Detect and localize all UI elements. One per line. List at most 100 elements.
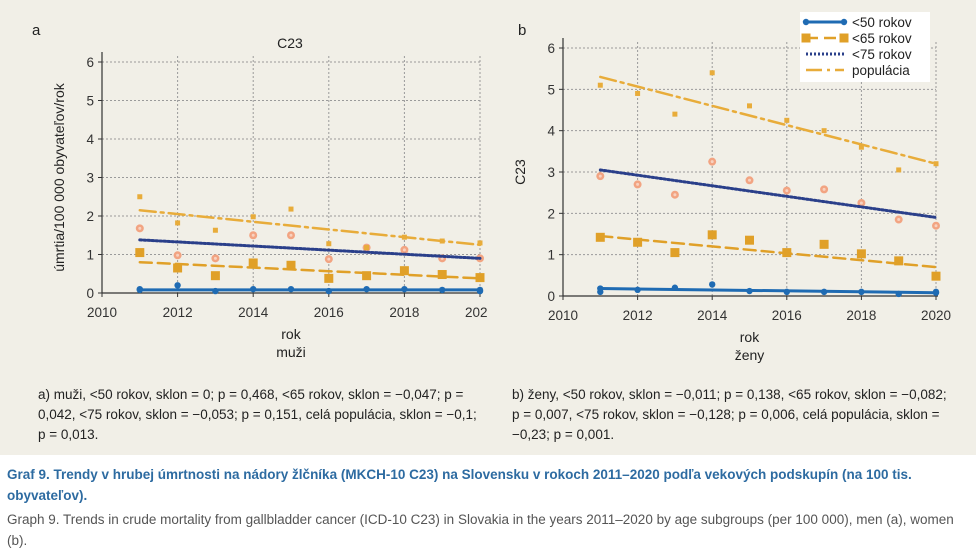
data-point-lt75-center xyxy=(598,174,602,178)
data-point-lt75-center xyxy=(710,160,714,164)
grid xyxy=(102,56,481,293)
y-tick-label: 4 xyxy=(547,124,555,139)
series-lt65 xyxy=(135,248,485,283)
trend-line-pop xyxy=(599,75,938,165)
y-tick-label: 0 xyxy=(86,286,94,301)
data-point-lt75-center xyxy=(934,224,938,228)
data-point-lt75-center xyxy=(213,256,217,260)
data-point-pop xyxy=(784,117,790,123)
data-point-lt65 xyxy=(475,273,485,283)
data-point-pop xyxy=(477,240,483,246)
trend-line-lt75 xyxy=(598,168,938,219)
data-point-lt65 xyxy=(324,273,334,283)
x-tick-label: 2016 xyxy=(772,308,802,323)
data-point-lt65 xyxy=(173,263,183,273)
data-point-lt75-center xyxy=(859,201,863,205)
data-point-lt65 xyxy=(362,271,372,281)
series-lt50 xyxy=(597,281,940,298)
data-point-pop xyxy=(212,227,218,233)
y-tick-label: 0 xyxy=(547,289,555,304)
trend-line-lt65 xyxy=(138,260,482,280)
data-point-lt65 xyxy=(248,258,258,268)
x-tick-label: 2018 xyxy=(846,308,876,323)
legend-marker-lt50 xyxy=(802,18,810,26)
data-point-lt65 xyxy=(931,271,941,281)
x-tick-label: 2010 xyxy=(87,305,117,320)
legend-label-lt75: <75 rokov xyxy=(852,47,912,62)
data-point-lt75-center xyxy=(289,233,293,237)
data-point-lt75-center xyxy=(822,187,826,191)
data-point-pop xyxy=(858,144,864,150)
data-point-pop xyxy=(672,111,678,117)
y-tick-label: 3 xyxy=(86,171,94,186)
x-tick-label: 2016 xyxy=(314,305,344,320)
data-point-lt75-center xyxy=(897,218,901,222)
trend-end-lt50 xyxy=(476,286,484,294)
trend-line-lt50 xyxy=(598,287,938,295)
x-tick-label: 2014 xyxy=(697,308,728,323)
series-lt75 xyxy=(135,224,484,264)
y-axis-label: C23 xyxy=(512,159,528,185)
data-point-lt65 xyxy=(670,248,680,258)
data-point-pop xyxy=(288,206,294,212)
data-point-lt50 xyxy=(174,282,181,289)
data-point-lt65 xyxy=(856,249,866,259)
data-point-pop xyxy=(747,103,752,109)
data-point-pop xyxy=(175,220,181,226)
legend-marker-lt65 xyxy=(801,33,811,43)
data-point-lt65 xyxy=(819,239,829,249)
y-tick-label: 5 xyxy=(86,94,94,109)
y-tick-label: 1 xyxy=(86,248,94,263)
y-tick-label: 2 xyxy=(86,209,94,224)
data-point-lt65 xyxy=(210,271,220,281)
data-point-lt65 xyxy=(894,256,904,266)
series-lt75 xyxy=(596,157,940,230)
trend-end-lt50 xyxy=(136,286,143,294)
legend-marker-lt65 xyxy=(839,33,849,43)
chart-a: a C23 2010 2012 2014 2016 2018 2020 0 1 2 3 4 5 6 rok mu… xyxy=(32,22,488,360)
data-point-lt65 xyxy=(745,235,754,245)
data-point-lt75-center xyxy=(402,248,406,252)
legend-label-lt50: <50 rokov xyxy=(852,15,912,30)
y-tick-label: 2 xyxy=(547,206,555,221)
data-point-pop xyxy=(896,167,902,173)
data-point-lt75-center xyxy=(785,189,789,193)
data-point-pop xyxy=(635,90,641,96)
data-point-pop xyxy=(709,70,715,76)
trend-line-lt75 xyxy=(138,238,482,260)
series-pop xyxy=(597,70,939,173)
trend-line-pop xyxy=(138,208,482,247)
x-axis-label: rok xyxy=(740,329,760,345)
data-point-lt75-center xyxy=(176,253,180,257)
data-point-pop xyxy=(326,241,332,247)
series-lt65 xyxy=(595,230,941,281)
x-tick-label: 2020 xyxy=(465,305,488,320)
series-lt50 xyxy=(136,282,484,295)
data-point-lt50 xyxy=(709,281,716,288)
data-point-lt75-center xyxy=(673,193,677,197)
x-axis-label: rok xyxy=(281,326,301,342)
trend-end-lt50 xyxy=(597,285,604,292)
y-tick-label: 4 xyxy=(86,132,94,147)
data-point-pop xyxy=(137,194,143,200)
x-tick-label: 2020 xyxy=(921,308,951,323)
chart-title: C23 xyxy=(277,35,303,51)
data-point-lt75-center xyxy=(138,226,142,230)
data-point-lt75-center xyxy=(748,178,751,182)
y-tick-label: 5 xyxy=(547,82,555,97)
trend-line-lt65 xyxy=(599,234,938,269)
data-point-lt65 xyxy=(707,230,717,240)
series-pop xyxy=(137,194,483,251)
data-point-lt65 xyxy=(286,260,296,270)
y-tick-label: 6 xyxy=(547,41,555,56)
x-tick-label: 2012 xyxy=(163,305,193,320)
data-point-lt75-center xyxy=(251,233,255,237)
data-point-pop xyxy=(364,245,370,251)
x-tick-label: 2018 xyxy=(389,305,419,320)
y-axis-label: úmrtia/100 000 obyvateľov/rok xyxy=(51,82,67,272)
trend-end-lt50 xyxy=(932,289,940,296)
data-point-lt65 xyxy=(437,270,447,280)
legend-label-pop: populácia xyxy=(852,63,910,78)
caption-slovak: Graf 9. Trendy v hrubej úmrtnosti na nád… xyxy=(7,467,912,503)
